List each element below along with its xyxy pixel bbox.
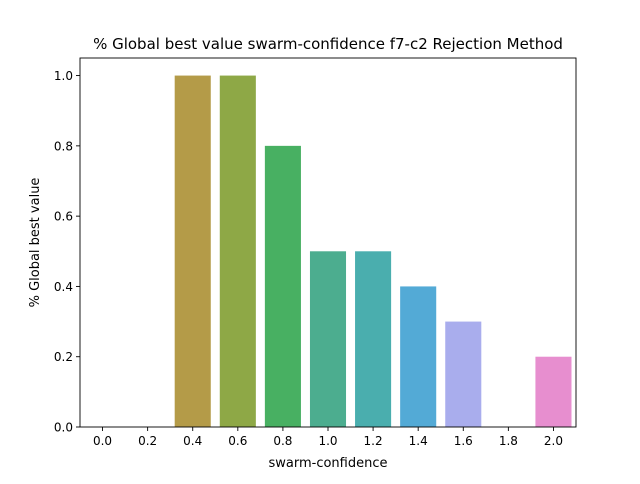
x-tick-label: 1.8	[499, 434, 518, 448]
bars-layer	[174, 75, 572, 428]
y-tick-label: 0.8	[54, 139, 73, 153]
x-tick-label: 0.4	[183, 434, 202, 448]
y-tick-label: 0.2	[54, 350, 73, 364]
x-tick-label: 0.8	[273, 434, 292, 448]
chart-title: % Global best value swarm-confidence f7-…	[93, 35, 563, 53]
bar-0.6	[219, 75, 256, 427]
bar-1.4	[400, 286, 437, 427]
x-tick-label: 2.0	[544, 434, 563, 448]
y-tick-label: 1.0	[54, 69, 73, 83]
bar-0.4	[174, 75, 211, 427]
bar-1.6	[445, 321, 482, 427]
bar-1.0	[309, 251, 347, 427]
x-tick-label: 1.6	[454, 434, 473, 448]
bar-2.0	[535, 356, 572, 427]
bar-0.8	[264, 145, 301, 428]
y-axis-label: % Global best value	[28, 178, 43, 308]
bar-1.2	[355, 251, 392, 427]
x-axis-label: swarm-confidence	[268, 456, 387, 471]
x-tick-label: 1.4	[409, 434, 428, 448]
y-axis: 0.0 0.2 0.4 0.6 0.8 1.0	[54, 69, 80, 435]
y-tick-label: 0.6	[54, 210, 73, 224]
y-tick-label: 0.4	[54, 280, 73, 294]
plot-frame	[79, 57, 577, 428]
x-tick-label: 0.0	[93, 434, 112, 448]
x-tick-label: 0.6	[228, 434, 247, 448]
x-tick-label: 0.2	[138, 434, 157, 448]
x-axis: 0.0 0.2 0.4 0.6 0.8 1.0 1.2 1.4 1.6 1.8 2.0	[93, 427, 563, 448]
x-tick-label: 1.0	[318, 434, 337, 448]
x-tick-label: 1.2	[364, 434, 383, 448]
y-tick-label: 0.0	[54, 421, 73, 435]
